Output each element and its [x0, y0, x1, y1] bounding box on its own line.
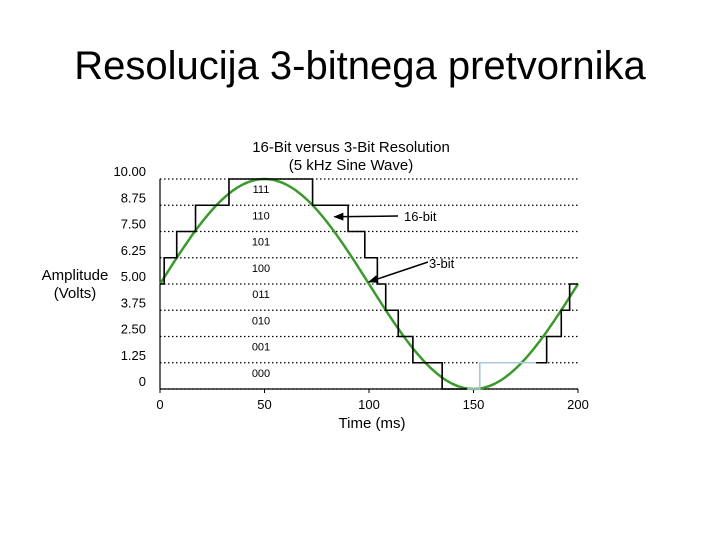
- series-3-bit-step-rise: [536, 283, 578, 364]
- x-tick-label: 100: [358, 397, 380, 412]
- x-tick-label: 200: [567, 397, 589, 412]
- chart-title-line-2: (5 kHz Sine Wave): [289, 157, 413, 174]
- y-axis-label-line-1: Amplitude: [42, 267, 109, 284]
- y-tick-label: 5.00: [121, 269, 146, 284]
- y-tick-label: 0: [139, 374, 146, 389]
- annotation-16-bit-arrow: [333, 212, 399, 221]
- binary-code-label: 110: [252, 210, 270, 222]
- plot-area: 0 1.25 2.50 3.75 5.00 6.25 7.50 8.75 10.00 0 50 100…: [113, 164, 588, 412]
- annotation-16-bit-label: 16-bit: [404, 209, 437, 224]
- binary-code-label: 010: [252, 315, 270, 327]
- y-tick-label: 3.75: [121, 295, 146, 310]
- y-tick-label: 1.25: [121, 348, 146, 363]
- binary-code-label: 000: [252, 368, 270, 380]
- x-axis-label: Time (ms): [339, 415, 406, 432]
- binary-code-label: 011: [252, 289, 270, 301]
- y-axis-label-line-2: (Volts): [54, 285, 97, 302]
- binary-code-label: 001: [252, 342, 270, 354]
- x-tick-label: 0: [156, 397, 163, 412]
- y-tick-label: 2.50: [121, 322, 146, 337]
- series-16-bit-line: [158, 177, 580, 391]
- x-tick-label: 50: [257, 397, 271, 412]
- binary-code-label: 100: [252, 263, 270, 275]
- annotation-3-bit-label: 3-bit: [429, 256, 455, 271]
- binary-code-label: 111: [253, 184, 270, 196]
- y-tick-label: 8.75: [121, 190, 146, 205]
- binary-code-label: 101: [252, 237, 270, 249]
- chart-title-line-1: 16-Bit versus 3-Bit Resolution: [252, 139, 450, 156]
- y-tick-label: 6.25: [121, 243, 146, 258]
- y-tick-label: 10.00: [113, 164, 146, 179]
- x-tick-label: 150: [463, 397, 485, 412]
- series-3-bit-step-faded: [467, 361, 537, 390]
- y-tick-label: 7.50: [121, 217, 146, 232]
- annotation-3-bit-arrow: [367, 261, 429, 283]
- slide-title: Resolucija 3-bitnega pretvornika: [74, 44, 646, 88]
- series-3-bit-step: [160, 178, 468, 390]
